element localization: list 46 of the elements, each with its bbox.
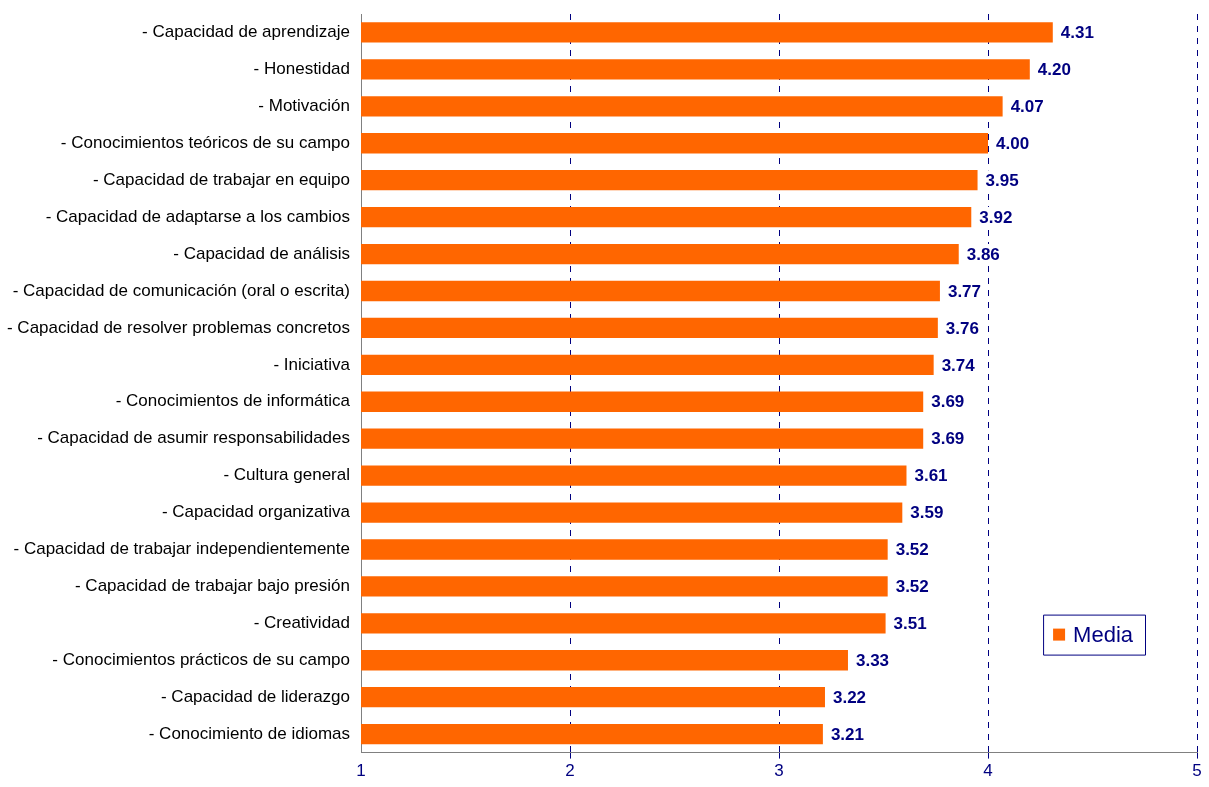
y-tick-label: - Honestidad (253, 59, 350, 79)
data-label: 4.20 (1037, 60, 1071, 80)
y-tick-label: - Conocimientos teóricos de su campo (60, 132, 350, 152)
data-label: 3.61 (914, 466, 948, 486)
y-tick-label: - Conocimiento de idiomas (148, 723, 350, 743)
data-label: 4.00 (996, 133, 1030, 153)
data-label: 3.95 (985, 170, 1019, 190)
data-label: 4.07 (1010, 97, 1044, 117)
y-tick-label: - Conocimientos de informática (115, 391, 351, 411)
legend-label: Media (1073, 621, 1134, 647)
data-label: 3.76 (945, 318, 979, 338)
y-tick-label: - Capacidad de análisis (173, 243, 350, 263)
x-tick-label: 2 (565, 761, 575, 781)
data-label: 3.59 (910, 503, 944, 523)
data-label: 3.86 (966, 244, 1000, 264)
y-tick-label: - Capacidad de resolver problemas concretos (6, 317, 350, 337)
y-tick-label: - Creatividad (253, 613, 350, 633)
y-tick-label: - Capacidad de trabajar independientemente (13, 539, 350, 559)
y-tick-label: - Capacidad de trabajar bajo presión (74, 576, 350, 596)
y-tick-label: - Capacidad de comunicación (oral o escrita) (12, 280, 350, 300)
y-tick-label: - Cultura general (223, 465, 350, 485)
y-tick-label: - Capacidad de trabajar en equipo (92, 169, 350, 189)
data-label: 3.69 (931, 429, 965, 449)
x-tick-label: 5 (1192, 761, 1202, 781)
data-label: 4.31 (1060, 23, 1094, 43)
y-tick-label: - Conocimientos prácticos de su campo (52, 649, 350, 669)
y-tick-label: - Capacidad organizativa (161, 502, 351, 522)
data-label: 3.69 (931, 392, 965, 412)
y-tick-label: - Capacidad de adaptarse a los cambios (45, 206, 350, 226)
data-label: 3.92 (979, 207, 1013, 227)
data-label: 3.52 (895, 577, 929, 597)
data-label: 3.74 (941, 355, 976, 375)
y-tick-label: - Capacidad de asumir responsabilidades (37, 428, 350, 448)
data-label: 3.22 (832, 687, 867, 707)
x-tick-label: 1 (356, 761, 366, 781)
data-label: 3.51 (893, 614, 927, 634)
y-tick-label: - Capacidad de liderazgo (160, 686, 350, 706)
x-tick-label: 3 (774, 761, 784, 781)
data-label: 3.33 (855, 650, 890, 670)
y-tick-label: - Capacidad de aprendizaje (142, 22, 350, 42)
y-tick-label: - Iniciativa (273, 354, 351, 374)
data-label: 3.52 (895, 540, 929, 560)
x-tick-label: 4 (983, 761, 993, 781)
data-label: 3.21 (830, 724, 864, 744)
y-tick-label: - Motivación (258, 96, 350, 116)
data-label: 3.77 (947, 281, 982, 301)
